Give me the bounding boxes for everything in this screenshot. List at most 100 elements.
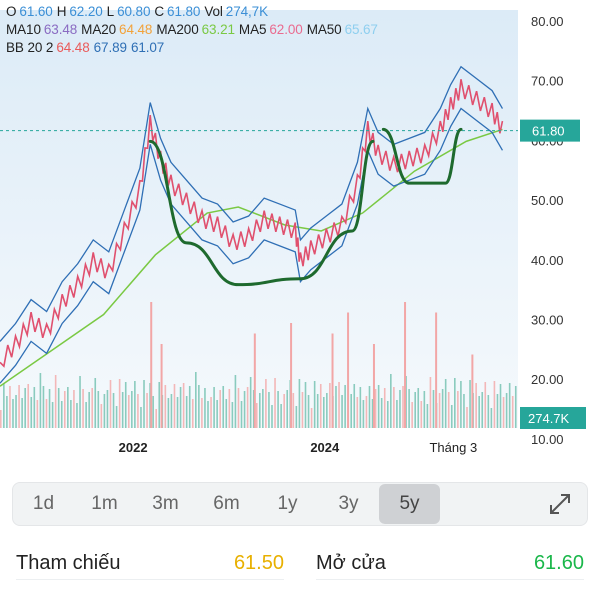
ohlc-label-2: L xyxy=(106,4,115,19)
y-tick-label: 50.00 xyxy=(531,193,564,208)
price-chart[interactable]: 80.0070.0060.0050.0040.0030.0020.0010.00… xyxy=(0,0,600,470)
range-button-1m[interactable]: 1m xyxy=(91,493,118,514)
expand-icon[interactable] xyxy=(547,491,573,517)
volume-bar xyxy=(490,408,493,428)
volume-bar xyxy=(304,382,307,428)
volume-bar xyxy=(390,374,392,428)
bollinger-upper xyxy=(0,65,504,342)
range-button-5y[interactable]: 5y xyxy=(379,484,440,524)
volume-bar xyxy=(137,394,139,428)
volume-bar xyxy=(301,392,304,428)
volume-bar xyxy=(356,397,359,428)
range-button-3y[interactable]: 3y xyxy=(338,493,359,514)
time-range-selector: 1d 1m 3m 6m 1y 3y 5y xyxy=(12,482,588,526)
volume-bar xyxy=(259,393,261,428)
volume-bar xyxy=(484,382,487,428)
legend-ohlc-row: O 61.60 H 62.20 L 60.80 C 61.80 Vol 274,7K xyxy=(6,4,272,19)
volume-bar xyxy=(371,399,374,428)
volume-bar xyxy=(341,395,343,428)
volume-bar xyxy=(441,389,444,428)
reference-price-value: 61.50 xyxy=(233,552,284,574)
volume-bar xyxy=(216,400,218,428)
volume-bar xyxy=(246,387,249,428)
open-price-label: Mở cửa xyxy=(316,552,386,574)
range-button-1d[interactable]: 1d xyxy=(32,493,55,514)
volume-bar xyxy=(176,397,179,428)
volume-spike xyxy=(290,323,293,428)
volume-bar xyxy=(54,375,57,428)
volume-bar xyxy=(338,382,340,428)
volume-bar xyxy=(243,391,246,428)
ma-label-0: MA10 xyxy=(6,22,41,37)
volume-bar xyxy=(420,401,423,428)
volume-spike xyxy=(150,302,153,428)
volume-bar xyxy=(511,396,514,428)
volume-bar xyxy=(3,383,5,428)
open-price-row: Mở cửa 61.60 xyxy=(316,548,584,580)
volume-bar xyxy=(307,395,310,428)
volume-bar xyxy=(514,386,517,428)
bb-value-1: 64.48 xyxy=(56,40,90,55)
range-button-1y[interactable]: 1y xyxy=(277,493,298,514)
last-price-tag-label: 61.80 xyxy=(532,124,565,139)
volume-bar xyxy=(313,381,316,428)
volume-spike xyxy=(435,312,438,428)
volume-bar xyxy=(195,372,197,428)
last-price-tag xyxy=(520,119,580,142)
volume-bar xyxy=(277,391,279,428)
volume-bar xyxy=(438,393,441,428)
plot-background xyxy=(0,10,518,428)
ma200-line xyxy=(0,128,503,387)
volume-bar xyxy=(127,395,130,428)
volume-bar xyxy=(146,393,148,428)
volume-bar xyxy=(149,383,151,428)
volume-bar xyxy=(505,393,508,428)
volume-spike xyxy=(160,344,163,428)
y-tick-label: 40.00 xyxy=(531,253,564,268)
volume-bar xyxy=(82,389,84,428)
volume-bar xyxy=(60,401,63,428)
bb-value-3: 61.07 xyxy=(130,40,165,55)
volume-bar xyxy=(414,392,416,428)
volume-bar xyxy=(118,379,121,428)
volume-bar xyxy=(493,381,496,428)
ma-value-0: 63.48 xyxy=(43,22,78,37)
volume-bar xyxy=(67,387,69,428)
bb-label-0: BB 20 2 xyxy=(6,40,54,55)
range-button-3m[interactable]: 3m xyxy=(152,493,179,514)
volume-bar xyxy=(152,396,154,428)
ohlc-label-4: Vol xyxy=(204,4,223,19)
reference-price-row: Tham chiếu 61.50 xyxy=(16,548,284,580)
ma-label-4: MA50 xyxy=(306,22,342,37)
volume-bar xyxy=(408,389,410,428)
volume-bar xyxy=(475,383,477,428)
volume-bar xyxy=(368,386,371,428)
ma-label-2: MA200 xyxy=(156,22,199,37)
open-price-value: 61.60 xyxy=(533,552,584,574)
ohlc-label-3: C xyxy=(154,4,165,19)
volume-bar xyxy=(140,407,142,428)
volume-bar xyxy=(274,378,276,428)
volume-bar xyxy=(496,394,499,428)
volume-bar xyxy=(399,390,401,428)
volume-bar xyxy=(79,376,81,428)
chart-canvas[interactable]: 80.0070.0060.0050.0040.0030.0020.0010.00… xyxy=(0,0,600,470)
volume-bar xyxy=(383,388,386,428)
volume-bar xyxy=(228,389,231,428)
volume-bar xyxy=(185,396,188,428)
volume-bar xyxy=(396,400,398,428)
volume-bar xyxy=(386,401,389,428)
range-button-6m[interactable]: 6m xyxy=(213,493,240,514)
volume-bar xyxy=(478,396,480,428)
volume-bar xyxy=(335,386,337,428)
bollinger-lower xyxy=(0,107,504,384)
volume-bar xyxy=(109,380,112,428)
volume-bar xyxy=(15,395,17,428)
volume-bar xyxy=(33,387,36,428)
bb-value-2: 67.89 xyxy=(93,40,127,55)
volume-bar xyxy=(222,386,225,428)
ma-value-1: 64.48 xyxy=(119,22,153,37)
volume-bar xyxy=(213,387,215,428)
volume-bar xyxy=(30,397,33,428)
volume-bar xyxy=(316,394,319,428)
